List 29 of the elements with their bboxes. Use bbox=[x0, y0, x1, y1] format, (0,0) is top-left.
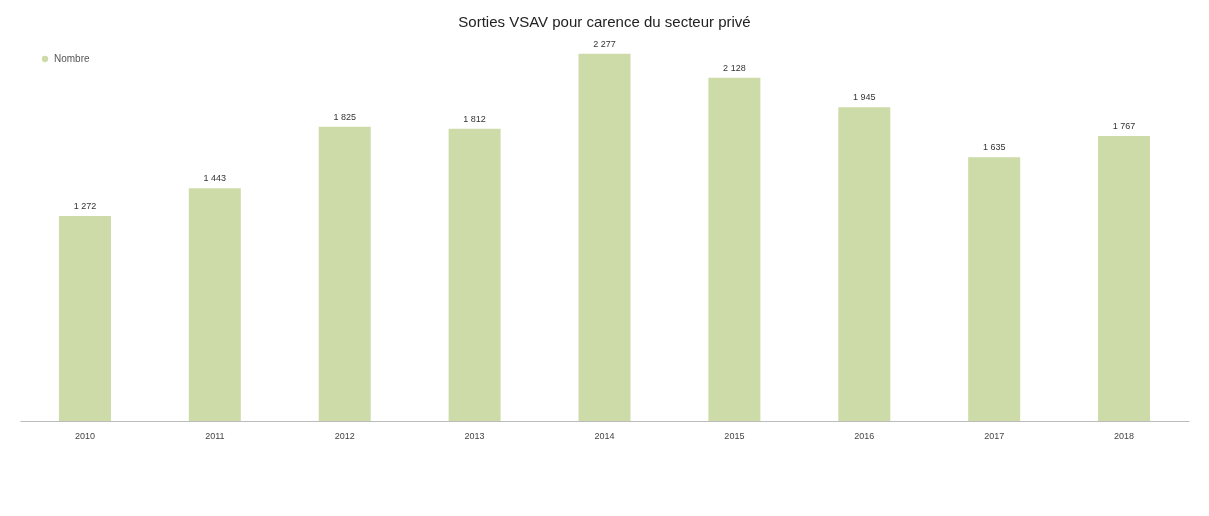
data-label: 1 443 bbox=[203, 173, 227, 184]
bar bbox=[968, 157, 1021, 421]
x-tick-label: 2017 bbox=[984, 430, 1005, 441]
bar bbox=[708, 77, 761, 421]
bar bbox=[188, 188, 241, 421]
bar bbox=[318, 126, 371, 421]
data-label: 1 635 bbox=[982, 142, 1006, 153]
bar bbox=[58, 215, 111, 421]
chart-title: Sorties VSAV pour carence du secteur privé bbox=[458, 13, 751, 30]
x-tick-label: 2014 bbox=[594, 430, 615, 441]
legend-label: Nombre bbox=[54, 53, 90, 64]
x-tick-label: 2012 bbox=[334, 430, 355, 441]
data-label: 1 945 bbox=[853, 92, 876, 103]
x-tick-label: 2010 bbox=[74, 430, 95, 441]
x-tick-label: 2016 bbox=[854, 430, 875, 441]
bar bbox=[1098, 136, 1151, 421]
data-label: 1 272 bbox=[73, 200, 97, 211]
data-label: 1 812 bbox=[463, 113, 486, 124]
data-label: 1 767 bbox=[1112, 121, 1136, 132]
bar bbox=[448, 128, 501, 421]
bar bbox=[838, 107, 891, 421]
x-tick-label: 2013 bbox=[464, 430, 485, 441]
data-label: 2 128 bbox=[723, 62, 746, 73]
bar bbox=[578, 53, 631, 421]
data-label: 1 825 bbox=[333, 111, 356, 122]
x-tick-label: 2011 bbox=[205, 430, 225, 441]
data-label: 2 277 bbox=[593, 38, 616, 49]
x-tick-label: 2015 bbox=[724, 430, 745, 441]
x-tick-label: 2018 bbox=[1114, 430, 1135, 441]
